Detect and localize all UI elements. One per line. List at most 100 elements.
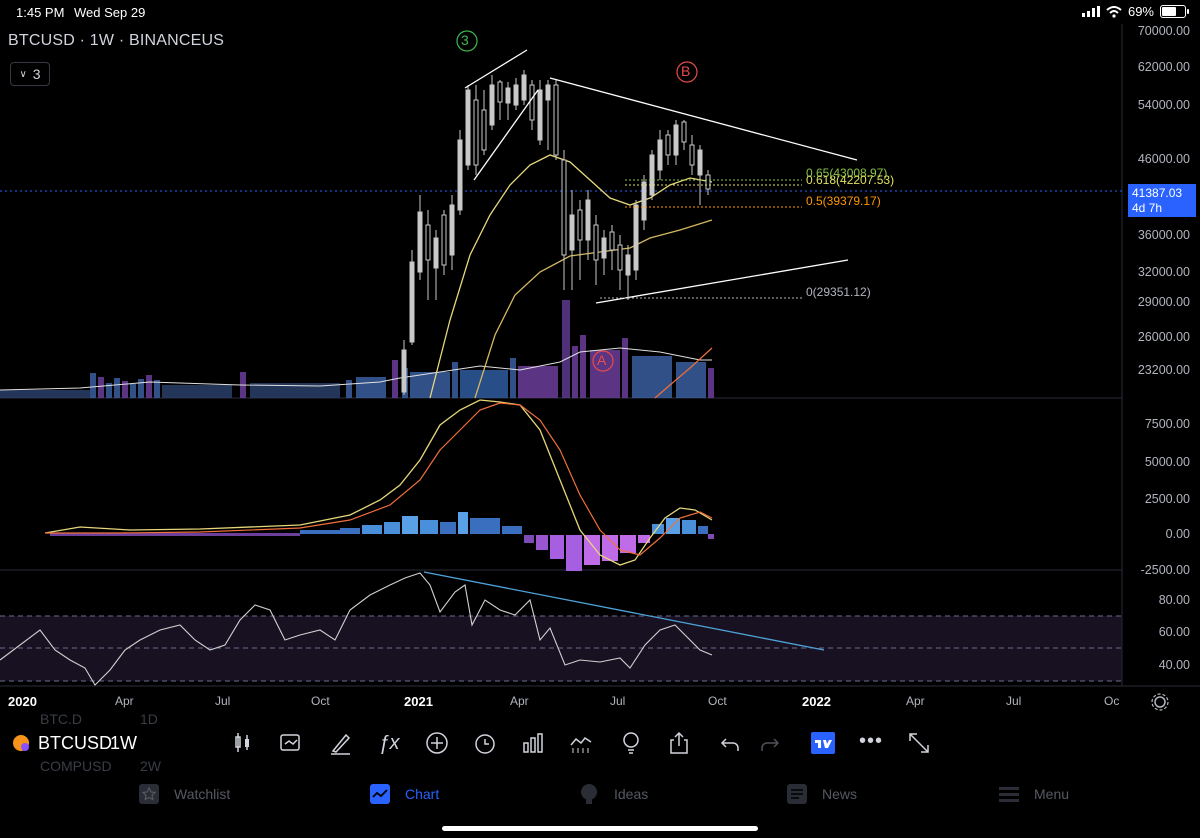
volume-ma-line <box>0 347 712 391</box>
candlesticks <box>401 70 711 395</box>
price-tick: 32000.00 <box>1137 265 1190 279</box>
wave-b-marker[interactable] <box>676 61 698 83</box>
time-tick: 2020 <box>8 694 37 709</box>
undo-icon[interactable] <box>718 730 744 756</box>
hamburger-menu-icon <box>999 787 1019 802</box>
status-indicators: 69% <box>1081 4 1189 19</box>
redo-icon[interactable] <box>756 730 782 756</box>
time-tick: Apr <box>115 694 134 708</box>
price-tick: 36000.00 <box>1137 228 1190 242</box>
indicator-count: 3 <box>32 66 41 82</box>
time-tick: Apr <box>510 694 529 708</box>
chart-symbol-title[interactable]: BTCUSD · 1W · BINANCEUS <box>8 32 225 49</box>
bars-icon[interactable] <box>520 730 546 756</box>
battery-icon <box>1160 5 1189 18</box>
ma-long-line <box>474 219 713 399</box>
more-icon[interactable]: ••• <box>858 730 883 752</box>
wave-b-label: B <box>681 63 691 79</box>
fib-label-0: 0(29351.12) <box>806 285 871 299</box>
nav-news-label: News <box>822 786 858 802</box>
settings-gear-icon[interactable] <box>1151 693 1169 711</box>
news-icon <box>787 784 807 804</box>
battery-percent: 69% <box>1127 4 1154 19</box>
indicator-toggle[interactable]: ∨ 3 <box>10 62 50 86</box>
macd-histogram <box>50 512 714 571</box>
lightbulb-icon <box>581 784 597 804</box>
price-chart[interactable] <box>0 24 1200 720</box>
time-tick: 2021 <box>404 694 433 709</box>
macd-tick: 7500.00 <box>1144 417 1190 431</box>
tradingview-icon[interactable] <box>810 730 836 756</box>
nav-watchlist-label: Watchlist <box>174 786 231 802</box>
price-tick: 54000.00 <box>1137 98 1190 112</box>
nav-watchlist[interactable]: Watchlist <box>138 781 230 807</box>
trend-lines[interactable] <box>464 49 858 304</box>
time-tick: Jul <box>610 694 626 708</box>
ghost-list-item: 2W <box>140 758 161 774</box>
candles-icon[interactable] <box>230 730 256 756</box>
nav-news[interactable]: News <box>786 781 857 807</box>
rsi-tick: 40.00 <box>1158 658 1190 672</box>
rsi-tick: 60.00 <box>1158 625 1190 639</box>
time-tick: Oc <box>1104 694 1120 708</box>
macd-line <box>44 399 713 566</box>
star-icon <box>139 784 159 804</box>
nav-chart-label: Chart <box>405 786 440 802</box>
candle-countdown: 4d 7h <box>1128 199 1196 217</box>
alert-icon[interactable] <box>472 730 498 756</box>
macd-tick: 2500.00 <box>1144 492 1190 506</box>
macd-tick: -2500.00 <box>1140 563 1190 577</box>
time-tick: Oct <box>708 694 727 708</box>
ghost-list-item: COMPUSD <box>40 758 112 774</box>
ghost-list-item: BTC.D <box>40 711 82 727</box>
volume-bars <box>0 300 714 398</box>
status-date: Wed Sep 29 <box>74 5 146 20</box>
wave-a-marker[interactable] <box>592 350 614 372</box>
price-tick: 26000.00 <box>1137 330 1190 344</box>
toolbar-interval[interactable]: 1W <box>110 733 137 753</box>
home-indicator[interactable] <box>442 826 758 831</box>
macd-signal-line <box>45 402 713 556</box>
time-tick: Apr <box>906 694 925 708</box>
time-tick: Jul <box>215 694 231 708</box>
wave-3-marker[interactable] <box>456 30 478 52</box>
price-tick: 70000.00 <box>1137 24 1190 38</box>
fib-label-0618: 0.618(42207.53) <box>806 173 895 187</box>
rsi-trendline[interactable] <box>423 571 825 651</box>
time-tick: Jul <box>1006 694 1022 708</box>
nav-ideas-label: Ideas <box>614 786 649 802</box>
ideas-icon[interactable] <box>618 730 644 756</box>
fullscreen-icon[interactable] <box>906 730 932 756</box>
wifi-icon <box>1106 5 1122 18</box>
draw-icon[interactable] <box>328 730 354 756</box>
price-tick: 23200.00 <box>1137 363 1190 377</box>
replay-icon[interactable] <box>278 730 304 756</box>
chart-tab-icon <box>370 784 390 804</box>
price-tick: 46000.00 <box>1137 152 1190 166</box>
nav-menu[interactable]: Menu <box>998 781 1069 807</box>
current-price-tag: 41387.03 <box>1128 184 1196 202</box>
ma-orange-line <box>654 347 713 399</box>
chart-toolbar <box>0 722 1200 764</box>
macd-tick: 5000.00 <box>1144 455 1190 469</box>
chevron-down-icon: ∨ <box>19 68 27 80</box>
fib-label-065: 0.65(43008.97) <box>806 166 888 180</box>
rsi-tick: 80.00 <box>1158 593 1190 607</box>
nav-ideas[interactable]: Ideas <box>578 781 648 807</box>
nav-chart[interactable]: Chart <box>369 781 439 807</box>
price-tick: 62000.00 <box>1137 60 1190 74</box>
toolbar-symbol[interactable]: BTCUSD <box>38 733 113 753</box>
ghost-list-item: 1D <box>140 711 158 727</box>
cellular-icon <box>1081 6 1100 17</box>
fib-retracement[interactable] <box>600 179 802 299</box>
time-tick: Oct <box>311 694 330 708</box>
indicators-icon[interactable]: ƒx <box>378 732 400 754</box>
bitcoin-logo-icon <box>13 735 29 751</box>
price-tick: 29000.00 <box>1137 295 1190 309</box>
status-time: 1:45 PM <box>16 5 65 20</box>
share-icon[interactable] <box>666 730 692 756</box>
wave-3-label: 3 <box>461 32 469 48</box>
compare-icon[interactable] <box>568 730 594 756</box>
wave-a-label: A <box>597 352 607 368</box>
add-icon[interactable] <box>424 730 450 756</box>
